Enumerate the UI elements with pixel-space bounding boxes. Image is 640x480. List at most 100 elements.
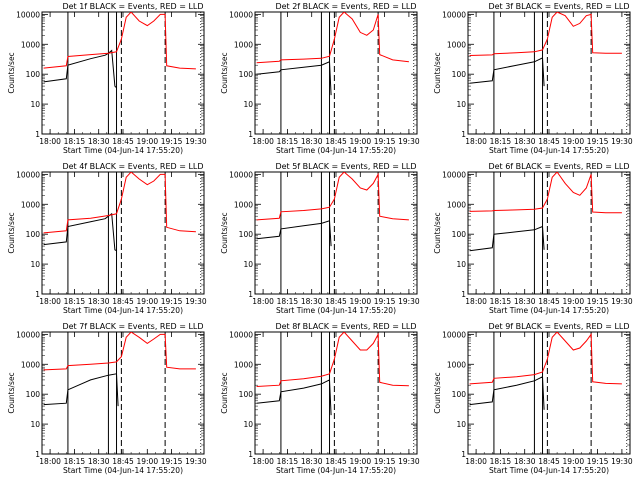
x-axis-label: Start Time (04-Jun-14 17:55:20) [276, 146, 396, 155]
series-line-lld [469, 332, 622, 385]
x-tick-label: 18:15 [64, 297, 86, 306]
panel-det-5: Det 5f BLACK = Events, RED = LLD 1 10 100 10… [220, 162, 420, 315]
x-tick-label: 18:45 [325, 457, 347, 466]
x-tick-label: 18:30 [514, 137, 536, 146]
y-tick-label: 1 [35, 130, 40, 139]
y-tick-label: 10000 [229, 330, 253, 339]
y-tick-label: 10 [30, 100, 40, 109]
series-line-events [256, 379, 332, 416]
series-line-events [256, 220, 332, 247]
x-tick-label: 19:00 [136, 137, 158, 146]
y-tick-label: 100 [452, 390, 467, 399]
x-tick-label: 18:00 [465, 137, 487, 146]
y-axis-label: Counts/sec [220, 372, 229, 413]
y-tick-label: 10 [456, 420, 466, 429]
y-tick-label: 10 [30, 260, 40, 269]
x-axis-label: Start Time (04-Jun-14 17:55:20) [489, 306, 609, 315]
y-tick-label: 1000 [447, 200, 466, 209]
x-tick-label: 18:45 [112, 297, 134, 306]
y-tick-label: 1000 [234, 40, 253, 49]
panel-title: Det 6f BLACK = Events, RED = LLD [488, 162, 629, 171]
panel-title: Det 2f BLACK = Events, RED = LLD [275, 2, 416, 11]
series-line-lld [43, 172, 196, 234]
x-tick-label: 18:30 [514, 457, 536, 466]
x-tick-label: 19:00 [349, 457, 371, 466]
x-tick-label: 18:15 [490, 297, 512, 306]
panel-title: Det 7f BLACK = Events, RED = LLD [62, 322, 203, 331]
x-tick-label: 19:30 [398, 457, 420, 466]
x-tick-label: 18:30 [301, 297, 323, 306]
y-tick-label: 10 [243, 260, 253, 269]
series-line-events [256, 61, 332, 96]
y-tick-label: 100 [239, 390, 254, 399]
panel-title: Det 1f BLACK = Events, RED = LLD [62, 2, 203, 11]
y-tick-label: 1 [248, 450, 253, 459]
y-tick-label: 10000 [442, 10, 466, 19]
panel-title: Det 5f BLACK = Events, RED = LLD [275, 162, 416, 171]
y-tick-label: 10000 [229, 10, 253, 19]
x-tick-label: 19:30 [185, 297, 207, 306]
y-tick-label: 100 [26, 70, 41, 79]
y-axis-label: Counts/sec [220, 52, 229, 93]
x-tick-label: 18:45 [112, 137, 134, 146]
x-tick-label: 18:00 [465, 457, 487, 466]
y-axis-label: Counts/sec [433, 372, 442, 413]
y-tick-label: 100 [239, 70, 254, 79]
x-tick-label: 18:00 [252, 457, 274, 466]
y-tick-label: 10 [30, 420, 40, 429]
x-tick-label: 19:15 [374, 457, 396, 466]
y-tick-label: 10000 [442, 170, 466, 179]
y-tick-label: 10 [243, 100, 253, 109]
x-axis-label: Start Time (04-Jun-14 17:55:20) [489, 146, 609, 155]
x-tick-label: 18:00 [39, 137, 61, 146]
series-line-lld [256, 172, 409, 221]
x-tick-label: 19:30 [185, 457, 207, 466]
x-tick-label: 19:00 [562, 457, 584, 466]
series-line-lld [256, 12, 409, 64]
y-tick-label: 1 [35, 290, 40, 299]
x-tick-label: 18:30 [88, 137, 110, 146]
series-line-lld [469, 12, 622, 56]
panel-title: Det 9f BLACK = Events, RED = LLD [488, 322, 629, 331]
panel-det-7: Det 7f BLACK = Events, RED = LLD 1 10 100 10… [7, 322, 207, 475]
y-tick-label: 10000 [16, 170, 40, 179]
y-axis-label: Counts/sec [433, 212, 442, 253]
y-tick-label: 1000 [21, 40, 40, 49]
x-tick-label: 19:15 [161, 137, 183, 146]
x-axis-label: Start Time (04-Jun-14 17:55:20) [63, 306, 183, 315]
series-line-events [469, 225, 545, 252]
x-tick-label: 18:15 [490, 457, 512, 466]
panel-title: Det 3f BLACK = Events, RED = LLD [488, 2, 629, 11]
x-tick-label: 19:15 [161, 297, 183, 306]
y-tick-label: 10 [456, 100, 466, 109]
series-line-events [469, 376, 545, 410]
y-axis-label: Counts/sec [7, 372, 16, 413]
series-line-events [43, 373, 119, 407]
panel-det-9: Det 9f BLACK = Events, RED = LLD 1 10 100 10… [433, 322, 633, 475]
x-tick-label: 19:15 [374, 137, 396, 146]
x-tick-label: 18:00 [252, 137, 274, 146]
x-tick-label: 18:30 [301, 137, 323, 146]
panel-det-2: Det 2f BLACK = Events, RED = LLD 1 10 100 10… [220, 2, 420, 155]
x-tick-label: 18:15 [64, 457, 86, 466]
series-line-events [469, 57, 545, 87]
series-line-lld [43, 12, 196, 70]
x-tick-label: 18:45 [538, 137, 560, 146]
y-tick-label: 100 [452, 70, 467, 79]
x-tick-label: 19:30 [611, 297, 633, 306]
y-tick-label: 1 [35, 450, 40, 459]
x-tick-label: 19:30 [611, 137, 633, 146]
x-tick-label: 18:15 [277, 137, 299, 146]
y-tick-label: 10000 [442, 330, 466, 339]
panel-det-3: Det 3f BLACK = Events, RED = LLD 1 10 100 10… [433, 2, 633, 155]
y-tick-label: 10 [456, 260, 466, 269]
y-tick-label: 1000 [21, 200, 40, 209]
x-tick-label: 18:15 [64, 137, 86, 146]
y-axis-label: Counts/sec [7, 212, 16, 253]
series-line-lld [256, 332, 409, 387]
y-tick-label: 1000 [447, 40, 466, 49]
series-line-lld [469, 172, 622, 214]
x-tick-label: 19:00 [349, 137, 371, 146]
x-tick-label: 18:00 [39, 457, 61, 466]
